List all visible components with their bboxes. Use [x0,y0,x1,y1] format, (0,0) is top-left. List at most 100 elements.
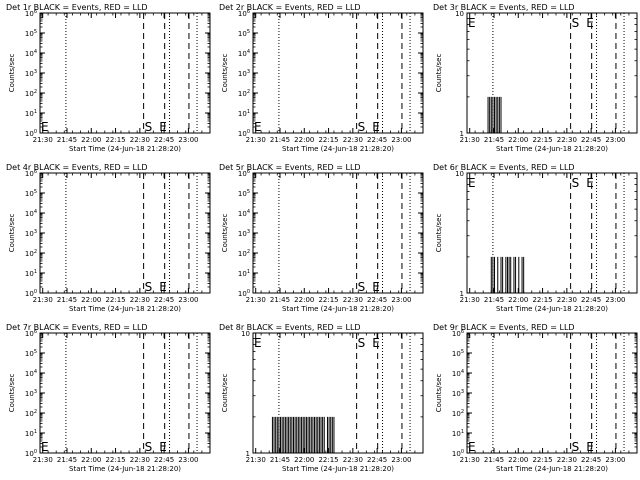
x-tick-label: 22:30 [557,136,577,144]
y-tick-label: 1 [460,290,464,298]
x-tick-label: 21:45 [270,296,290,304]
end-marker-label: E [254,336,262,350]
detector-panel-8: Det 8r BLACK = Events, RED = LLD Counts/s… [219,323,424,473]
detector-panel-6: Det 6r BLACK = Events, RED = LLD Counts/s… [433,163,638,313]
x-tick-label: 21:30 [460,456,480,464]
end-marker-label: E [159,280,167,294]
x-tick-label: 23:00 [605,136,625,144]
x-tick-label: 23:00 [605,296,625,304]
y-tick-label: 104 [238,49,250,58]
x-tick-label: 22:00 [294,136,314,144]
x-tick-label: 22:30 [343,296,363,304]
start-marker-label: S [145,440,153,454]
x-tick-label: 22:15 [532,136,552,144]
x-tick-label: 21:45 [270,456,290,464]
panel-title: Det 8r BLACK = Events, RED = LLD [219,323,361,332]
x-tick-label: 22:15 [532,456,552,464]
start-marker-label: S [572,440,580,454]
x-tick-label: 21:45 [57,296,77,304]
panel-title: Det 5r BLACK = Events, RED = LLD [219,163,361,172]
y-tick-label: 104 [238,209,250,218]
y-tick-label: 101 [238,109,250,118]
y-tick-label: 101 [25,429,37,438]
y-tick-label: 100 [452,449,464,458]
x-tick-label: 22:00 [81,456,101,464]
detector-panel-5: Det 5r BLACK = Events, RED = LLD Counts/s… [219,163,424,313]
y-tick-label: 105 [25,29,37,38]
y-tick-label: 105 [238,189,250,198]
y-axis-label: Counts/sec [435,214,443,253]
x-tick-label: 21:30 [33,296,53,304]
x-tick-label: 22:30 [557,456,577,464]
x-tick-label: 22:15 [318,456,338,464]
start-marker-label: S [572,176,580,190]
x-axis-label: Start Time (24-Jun-18 21:28:20) [69,145,181,153]
y-tick-label: 10 [455,10,464,18]
panel-title: Det 1r BLACK = Events, RED = LLD [6,3,148,12]
x-tick-label: 22:30 [343,456,363,464]
plot-frame [466,12,638,134]
y-tick-label: 10 [455,170,464,178]
x-tick-label: 22:00 [81,296,101,304]
y-axis-label: Counts/sec [8,54,16,93]
x-tick-label: 21:30 [33,136,53,144]
end-marker-label: E [41,120,49,134]
y-tick-label: 103 [25,69,37,78]
x-tick-label: 23:00 [178,136,198,144]
y-tick-label: 103 [25,389,37,398]
y-tick-label: 103 [238,69,250,78]
x-axis-label: Start Time (24-Jun-18 21:28:20) [69,305,181,313]
x-tick-label: 22:00 [294,296,314,304]
x-tick-label: 22:45 [154,296,174,304]
x-tick-label: 21:45 [270,136,290,144]
x-tick-label: 22:15 [105,136,125,144]
panel-title: Det 9r BLACK = Events, RED = LLD [433,323,575,332]
y-tick-label: 100 [238,129,250,138]
x-tick-label: 21:30 [33,456,53,464]
y-tick-label: 102 [25,89,37,98]
x-axis-label: Start Time (24-Jun-18 21:28:20) [282,465,394,473]
y-tick-label: 104 [25,209,37,218]
x-tick-label: 22:45 [154,136,174,144]
x-tick-label: 22:00 [508,296,528,304]
panel-title: Det 3r BLACK = Events, RED = LLD [433,3,575,12]
detector-panel-4: Det 4r BLACK = Events, RED = LLD Counts/s… [6,163,211,313]
x-tick-label: 22:45 [581,456,601,464]
detector-panel-7: Det 7r BLACK = Events, RED = LLD Counts/s… [6,323,211,473]
x-axis-label: Start Time (24-Jun-18 21:28:20) [496,465,608,473]
y-tick-label: 106 [25,329,37,338]
x-tick-label: 23:00 [391,136,411,144]
x-tick-label: 21:45 [484,296,504,304]
x-tick-label: 23:00 [178,296,198,304]
y-tick-label: 103 [25,229,37,238]
y-tick-label: 100 [25,449,37,458]
y-tick-label: 1 [246,450,250,458]
panel-title: Det 6r BLACK = Events, RED = LLD [433,163,575,172]
end-marker-label: E [372,280,380,294]
y-tick-label: 105 [25,349,37,358]
panel-title: Det 7r BLACK = Events, RED = LLD [6,323,148,332]
y-tick-label: 100 [238,289,250,298]
end-marker-label: E [159,120,167,134]
x-tick-label: 22:00 [294,456,314,464]
x-tick-label: 22:30 [343,136,363,144]
x-axis-label: Start Time (24-Jun-18 21:28:20) [69,465,181,473]
y-tick-label: 102 [238,89,250,98]
start-marker-label: S [358,280,366,294]
x-tick-label: 22:45 [367,296,387,304]
y-tick-label: 10 [241,330,250,338]
y-tick-label: 101 [25,269,37,278]
detector-panel-1: Det 1r BLACK = Events, RED = LLD Counts/s… [6,3,211,153]
y-tick-label: 106 [25,169,37,178]
x-tick-label: 22:45 [581,296,601,304]
y-tick-label: 104 [25,49,37,58]
panel-title: Det 4r BLACK = Events, RED = LLD [6,163,148,172]
x-tick-label: 23:00 [391,456,411,464]
y-axis-label: Counts/sec [221,54,229,93]
x-tick-label: 21:45 [57,136,77,144]
y-axis-label: Counts/sec [435,374,443,413]
x-axis-label: Start Time (24-Jun-18 21:28:20) [282,145,394,153]
end-marker-label: E [586,176,594,190]
x-tick-label: 22:00 [81,136,101,144]
x-tick-label: 23:00 [391,296,411,304]
